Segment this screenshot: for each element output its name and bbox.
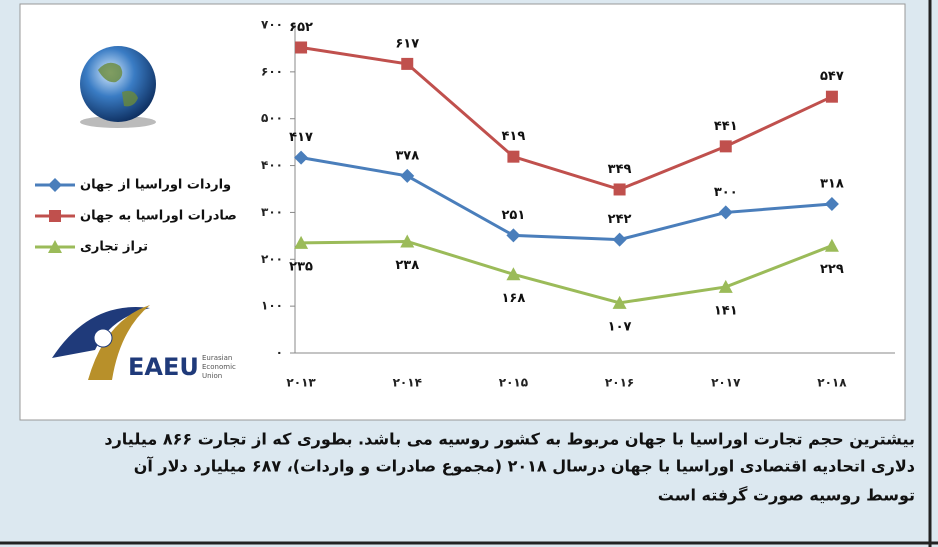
legend-marker xyxy=(48,178,62,192)
y-tick-label: ۵۰۰ xyxy=(261,111,283,125)
value-label: ۳۷۸ xyxy=(395,148,419,163)
data-point xyxy=(506,267,521,281)
value-label: ۲۵۱ xyxy=(502,208,526,223)
value-label: ۴۴۱ xyxy=(714,119,738,134)
x-tick-label: ۲۰۱۴ xyxy=(393,376,422,390)
series-line xyxy=(300,156,833,242)
legend-label: صادرات اوراسیا به جهان xyxy=(80,209,237,224)
value-label: ۲۲۹ xyxy=(820,262,844,277)
x-tick-label: ۲۰۱۵ xyxy=(499,376,528,390)
value-label: ۲۳۵ xyxy=(289,259,313,274)
data-point xyxy=(718,205,733,220)
data-point xyxy=(612,232,627,247)
x-tick-label: ۲۰۱۶ xyxy=(605,376,634,390)
logo-shape xyxy=(88,305,150,380)
legend-marker xyxy=(49,210,61,222)
data-point xyxy=(719,140,732,153)
y-tick-label: ۲۰۰ xyxy=(261,252,283,266)
legend-label: تراز تجاری xyxy=(80,240,148,255)
x-tick-label: ۲۰۱۷ xyxy=(711,376,741,390)
value-label: ۲۳۸ xyxy=(395,258,419,273)
legend-label: واردات اوراسیا از جهان xyxy=(80,178,231,193)
value-label: ۶۵۲ xyxy=(289,20,313,35)
legend-marker xyxy=(48,240,62,253)
value-label: ۵۴۷ xyxy=(820,69,844,84)
data-point xyxy=(506,228,521,243)
value-label: ۱۰۷ xyxy=(608,319,632,334)
x-tick-label: ۲۰۱۸ xyxy=(817,376,847,390)
data-point xyxy=(718,279,733,293)
value-label: ۲۴۲ xyxy=(608,212,632,227)
value-label: ۳۱۸ xyxy=(820,176,844,191)
y-tick-label: ۶۰۰ xyxy=(261,64,283,78)
value-label: ۳۴۹ xyxy=(608,162,632,177)
logo-emblem xyxy=(93,328,113,348)
chart-area xyxy=(19,3,906,421)
value-label: ۳۰۰ xyxy=(714,185,738,200)
series-line xyxy=(301,239,833,305)
data-point xyxy=(294,235,309,249)
x-tick-label: ۲۰۱۳ xyxy=(286,376,316,390)
data-point xyxy=(401,57,414,70)
logo-subtitle: Union xyxy=(202,372,222,380)
value-label: ۱۴۱ xyxy=(714,303,738,318)
logo-title: EAEU xyxy=(128,353,199,381)
caption-line: توسط روسیه صورت گرفته است xyxy=(658,486,915,505)
data-point xyxy=(295,41,308,54)
value-label: ۱۶۸ xyxy=(502,291,526,306)
data-point xyxy=(824,238,839,252)
data-point xyxy=(400,168,415,183)
y-tick-label: ۷۰۰ xyxy=(261,18,283,32)
data-point xyxy=(612,295,627,309)
data-point xyxy=(294,150,309,165)
y-tick-label: ۰ xyxy=(276,346,283,360)
caption-line: دلاری اتحادیه اقتصادی اوراسیا با جهان در… xyxy=(134,456,915,476)
data-point xyxy=(613,183,626,196)
data-point xyxy=(507,150,520,163)
logo-subtitle: Economic xyxy=(202,363,236,371)
globe-land xyxy=(98,62,138,107)
data-point xyxy=(824,196,839,211)
y-tick-label: ۱۰۰ xyxy=(261,299,283,313)
value-label: ۴۱۹ xyxy=(502,129,526,144)
value-label: ۶۱۷ xyxy=(395,36,419,51)
globe-icon xyxy=(80,46,156,122)
caption-line: بیشترین حجم تجارت اوراسیا با جهان مربوط … xyxy=(104,430,915,449)
y-tick-label: ۴۰۰ xyxy=(261,158,283,172)
y-tick-label: ۳۰۰ xyxy=(261,205,283,219)
series-line xyxy=(300,46,833,192)
data-point xyxy=(825,90,838,103)
value-label: ۴۱۷ xyxy=(289,130,313,145)
data-point xyxy=(400,234,415,248)
logo-subtitle: Eurasian xyxy=(202,354,232,362)
